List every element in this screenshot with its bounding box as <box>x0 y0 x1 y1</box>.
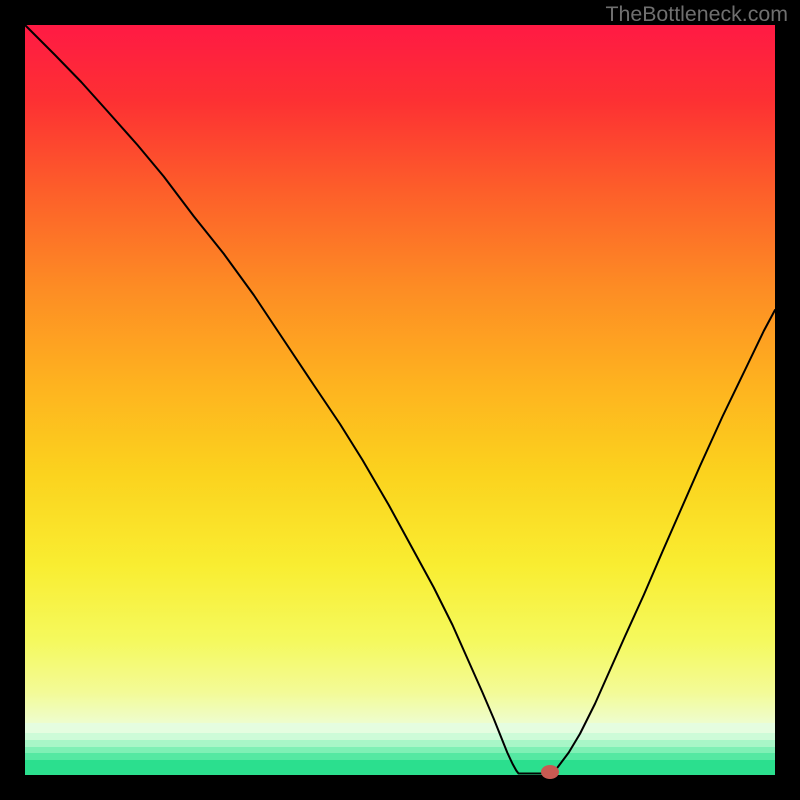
gradient-band <box>25 740 775 747</box>
gradient-band <box>25 733 775 740</box>
gradient-band <box>25 760 775 775</box>
green-band-stack <box>25 25 775 775</box>
watermark-text: TheBottleneck.com <box>605 2 788 27</box>
gradient-band <box>25 753 775 761</box>
gradient-band <box>25 723 775 734</box>
chart-canvas: TheBottleneck.com <box>0 0 800 800</box>
